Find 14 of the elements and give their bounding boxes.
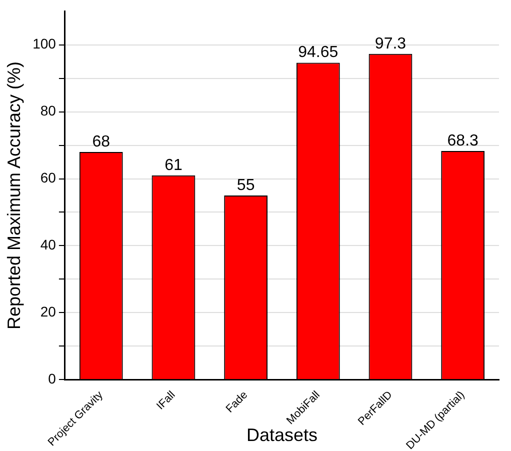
- y-tick-label: 80: [40, 102, 56, 119]
- y-tick-label: 20: [40, 304, 56, 320]
- y-tick-label: 0: [48, 370, 56, 386]
- data-label: 55: [236, 176, 255, 194]
- data-label: 68: [92, 133, 110, 150]
- data-label: 94.65: [298, 44, 338, 62]
- data-label: 68.3: [447, 132, 478, 150]
- y-tick-label: 100: [32, 36, 56, 52]
- y-tick-label: 60: [40, 170, 56, 186]
- data-label: 61: [164, 156, 182, 174]
- x-axis-title: Datasets: [246, 425, 318, 446]
- y-axis-title: Reported Maximum Accuracy (%): [4, 61, 24, 330]
- y-tick-label: 40: [40, 236, 56, 253]
- data-label: 97.3: [374, 35, 406, 52]
